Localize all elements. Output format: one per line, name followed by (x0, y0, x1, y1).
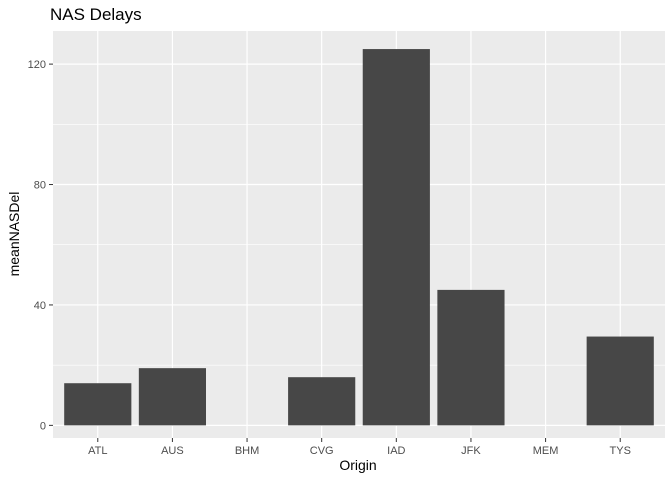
bar-JFK (437, 289, 505, 426)
x-tick-label-CVG: CVG (310, 445, 334, 457)
y-tick-label-0: 0 (40, 420, 46, 432)
chart-title: NAS Delays (50, 5, 142, 24)
major-gridlines (53, 31, 665, 438)
x-tick-label-TYS: TYS (610, 445, 631, 457)
bar-TYS (586, 336, 654, 426)
y-tick-label-1: 40 (34, 300, 46, 312)
y-tick-label-3: 120 (28, 59, 46, 71)
x-axis-title: Origin (339, 457, 376, 473)
y-tick-label-2: 80 (34, 180, 46, 192)
y-axis-title: meanNASDel (6, 192, 22, 277)
x-axis: ATL AUS BHM CVG IAD JFK MEM TYS (88, 438, 631, 457)
y-axis: 0 40 80 120 (28, 59, 53, 432)
minor-gridlines (53, 124, 665, 366)
x-tick-label-IAD: IAD (387, 445, 405, 457)
bar-IAD (362, 49, 430, 426)
bar-CVG (288, 377, 356, 426)
bar-ATL (64, 383, 132, 426)
x-tick-label-ATL: ATL (88, 445, 107, 457)
x-tick-label-MEM: MEM (533, 445, 559, 457)
bars (64, 49, 654, 426)
x-tick-label-BHM: BHM (235, 445, 259, 457)
bar-AUS (138, 368, 206, 426)
x-tick-label-JFK: JFK (461, 445, 481, 457)
x-tick-label-AUS: AUS (161, 445, 184, 457)
